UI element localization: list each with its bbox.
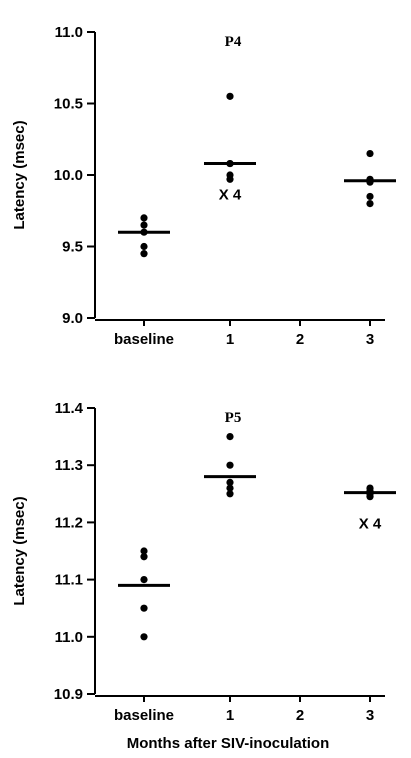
y-tick-label: 11.4 xyxy=(55,400,84,417)
y-tick-label: 11.2 xyxy=(55,514,83,531)
data-point xyxy=(140,576,148,584)
data-point xyxy=(140,553,148,561)
data-point xyxy=(226,461,234,469)
chart-panel-p5: 10.9 11.0 11.1 11.2 11.3 11.4 baseline 1 2 3 P5 Lat… xyxy=(11,400,396,752)
y-tick-label: 9.0 xyxy=(62,310,83,327)
y-tick-label: 9.5 xyxy=(62,239,83,256)
chart-title: P5 xyxy=(225,410,242,426)
data-point xyxy=(226,159,234,168)
data-point xyxy=(226,490,234,498)
y-axis-label: Latency (msec) xyxy=(11,120,28,229)
data-point xyxy=(140,633,148,641)
x-tick-label: 1 xyxy=(226,707,234,724)
data-point xyxy=(366,192,374,201)
y-tick-label: 10.0 xyxy=(54,167,83,184)
x-tick-label: baseline xyxy=(114,331,174,348)
data-point xyxy=(226,92,234,100)
chart-title: P4 xyxy=(225,34,242,50)
data-point xyxy=(226,433,234,441)
data-point xyxy=(366,493,374,501)
y-tick-label: 11.0 xyxy=(55,24,83,41)
x-tick-label: 2 xyxy=(296,707,304,724)
data-point xyxy=(366,200,374,208)
x-tick-label: 1 xyxy=(226,331,234,348)
y-tick-label: 10.9 xyxy=(54,686,83,703)
annotation-label: X 4 xyxy=(359,516,382,533)
data-point xyxy=(226,484,234,492)
data-point xyxy=(140,242,148,251)
y-tick-label: 10.5 xyxy=(54,96,83,113)
x-axis-label: Months after SIV-inoculation xyxy=(127,735,330,752)
data-point xyxy=(140,604,148,612)
y-tick-label: 11.3 xyxy=(55,457,83,474)
x-tick-label: 3 xyxy=(366,331,374,348)
x-tick-label: baseline xyxy=(114,707,174,724)
y-tick-label: 11.1 xyxy=(55,572,83,589)
chart-panel-p4: 9.0 9.5 10.0 10.5 11.0 baseline 1 2 3 P4 Latency (… xyxy=(11,24,396,348)
y-tick-label: 11.0 xyxy=(55,629,83,646)
x-tick-label: 3 xyxy=(366,707,374,724)
data-point xyxy=(140,214,148,222)
x-tick-label: 2 xyxy=(296,331,304,348)
data-point xyxy=(366,149,374,158)
data-point xyxy=(226,478,234,486)
annotation-label: X 4 xyxy=(219,187,242,204)
data-point xyxy=(366,178,374,186)
data-point xyxy=(140,221,148,229)
y-axis-label: Latency (msec) xyxy=(11,496,28,605)
data-point xyxy=(140,228,148,236)
data-point xyxy=(140,250,148,258)
data-point xyxy=(226,175,234,183)
data-point xyxy=(140,547,148,555)
